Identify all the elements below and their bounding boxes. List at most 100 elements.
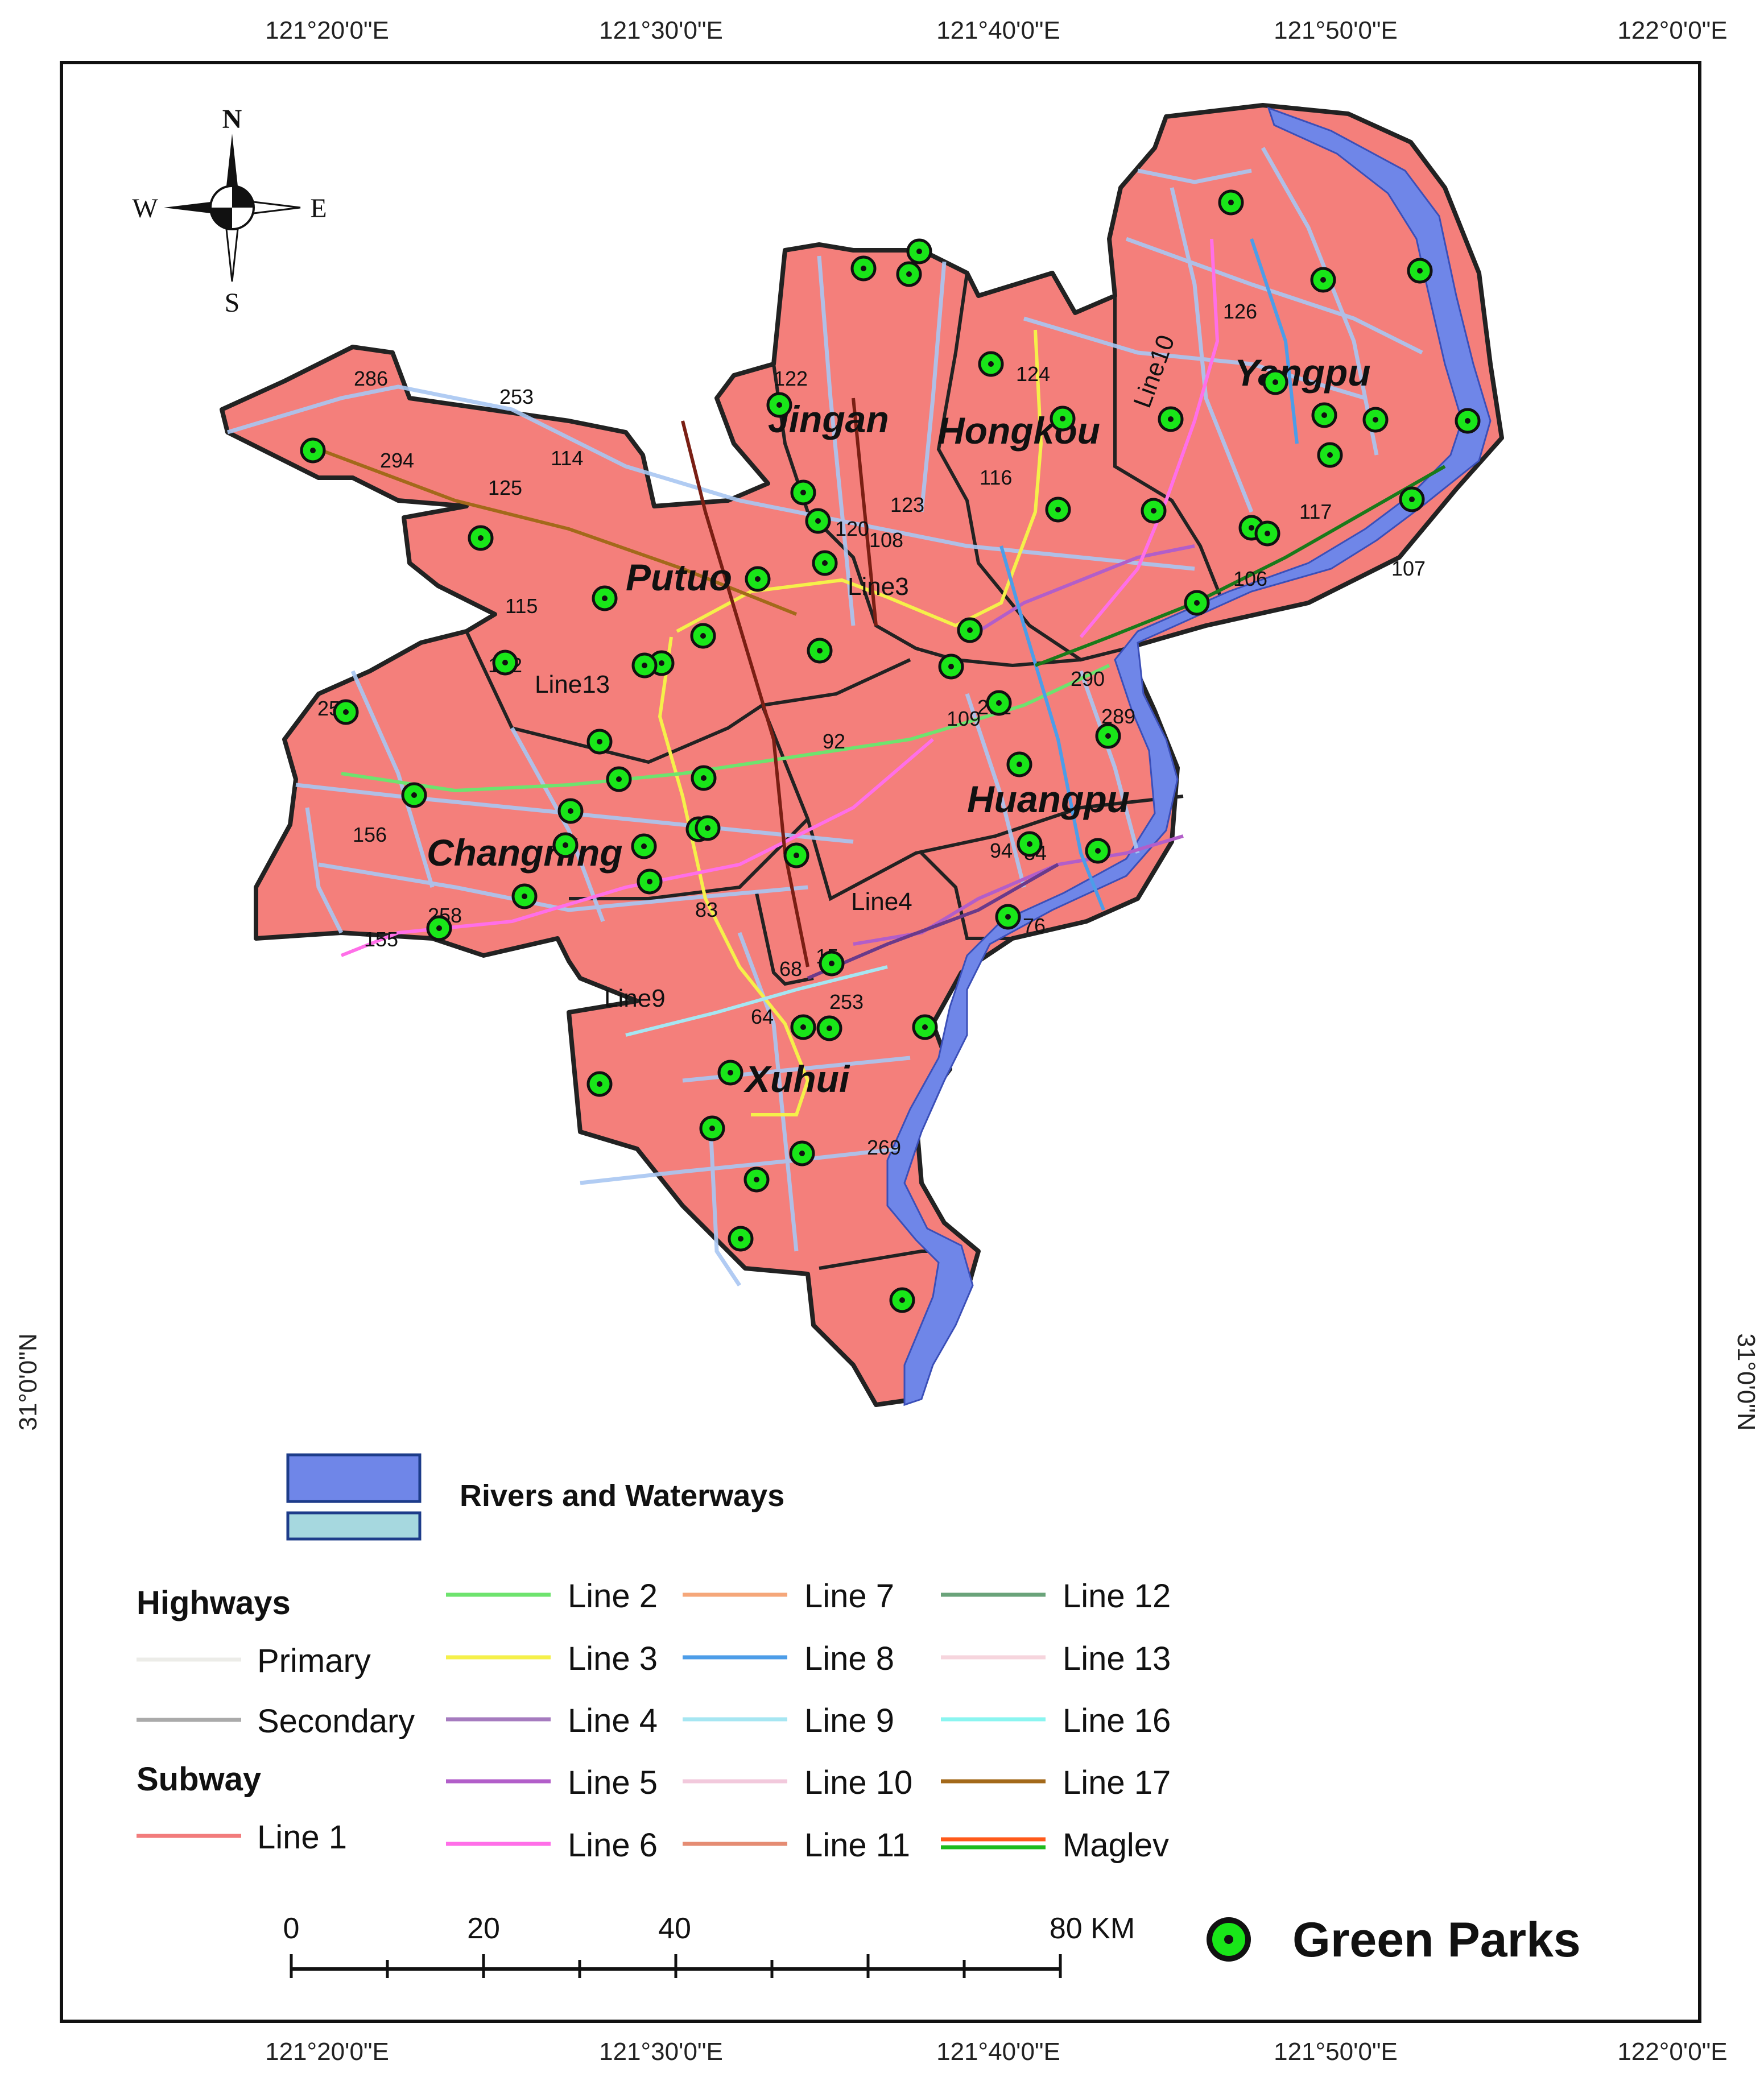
huangpu-river <box>886 106 1492 1406</box>
green-park-marker-dot <box>1027 841 1032 847</box>
green-park-marker-dot <box>522 893 527 899</box>
green-park-marker-dot <box>1060 416 1065 421</box>
green-park-marker-dot <box>899 1297 905 1303</box>
green-park-marker-dot <box>1265 531 1270 536</box>
legend-green-parks-label: Green Parks <box>1292 1913 1581 1967</box>
coord-left: 31°0'0"N <box>14 1333 42 1430</box>
green-park-marker-dot <box>709 1126 715 1131</box>
district-label-changning: Changning <box>427 831 623 874</box>
road-label: 269 <box>867 1136 901 1159</box>
road-label: 83 <box>695 898 718 921</box>
coord-bottom-5: 122°0'0"E <box>1617 2038 1727 2066</box>
green-park-marker-dot <box>948 664 954 669</box>
green-park-marker-dot <box>563 842 568 848</box>
road-label: 122 <box>774 367 808 390</box>
green-park-marker-dot <box>647 879 652 884</box>
coordinate-labels: 121°20'0"E 121°30'0"E 121°40'0"E 121°50'… <box>14 16 1760 2066</box>
green-park-marker-dot <box>1273 379 1278 385</box>
green-park-marker-dot <box>738 1236 743 1242</box>
line-label-line13: Line13 <box>535 671 610 698</box>
legend-rivers-label: Rivers and Waterways <box>460 1479 784 1513</box>
road-label: 290 <box>1071 667 1105 690</box>
legend-secondary-label: Secondary <box>257 1703 415 1740</box>
road-label: 120 <box>835 517 869 540</box>
legend-primary-label: Primary <box>257 1643 371 1679</box>
green-park-marker-dot <box>1417 268 1423 274</box>
legend-subway-title: Subway <box>137 1761 261 1798</box>
legend-line-label: Line 9 <box>804 1702 894 1739</box>
legend-line-label: Line 17 <box>1063 1764 1171 1801</box>
green-park-marker-dot <box>1151 508 1156 514</box>
compass-rose: N S E W <box>132 104 327 318</box>
green-park-marker-dot <box>641 843 647 849</box>
green-park-marker-dot <box>827 1025 832 1031</box>
legend-line-label: Line 4 <box>568 1702 658 1739</box>
green-park-marker-dot <box>906 271 912 277</box>
road-label: 92 <box>823 730 845 753</box>
district-labels: Jingan Hongkou Yangpu Putuo Changning Hu… <box>427 351 1371 1100</box>
green-park-marker-dot <box>1465 418 1470 424</box>
green-park-marker-dot <box>728 1070 733 1075</box>
green-park-marker-dot <box>343 709 349 715</box>
road-label: 126 <box>1223 300 1257 323</box>
line-label-line9: Line9 <box>604 984 666 1012</box>
legend-line-label: Line 10 <box>804 1764 912 1801</box>
green-park-marker-dot <box>829 961 835 966</box>
green-park-marker-dot <box>705 825 710 831</box>
coord-bottom-3: 121°40'0"E <box>936 2038 1060 2066</box>
legend-line-label: Line 8 <box>804 1640 894 1677</box>
green-park-marker-dot <box>1320 277 1326 283</box>
legend-highways: Highways Primary Secondary Subway Line 1 <box>137 1585 415 1856</box>
green-park-marker-dot <box>1105 733 1111 739</box>
road-label: 109 <box>947 707 981 730</box>
green-park-marker-dot <box>988 361 994 367</box>
green-park-marker-dot <box>310 448 316 453</box>
road-label: 155 <box>364 928 398 951</box>
green-park-marker-dot <box>1095 848 1101 854</box>
legend-line-label: Line 16 <box>1063 1702 1171 1739</box>
district-label-xuhui: Xuhui <box>743 1058 850 1100</box>
green-park-marker-dot <box>800 1024 806 1030</box>
road-label: 108 <box>869 528 903 552</box>
green-park-marker-dot <box>1228 200 1234 205</box>
road-label: 94 <box>990 839 1013 862</box>
legend-line-label: Line 11 <box>804 1827 910 1864</box>
legend-line-label: Line 3 <box>568 1640 658 1677</box>
green-park-marker-dot <box>922 1024 928 1030</box>
district-area <box>220 103 1504 1407</box>
scale-bar: 0 20 40 80 KM <box>283 1912 1135 1978</box>
green-park-marker-dot <box>1194 600 1200 606</box>
scale-label-80: 80 KM <box>1050 1912 1135 1945</box>
legend-line-label: Line 7 <box>804 1578 894 1615</box>
compass-north-label: N <box>222 104 242 134</box>
road-label: 294 <box>380 449 414 472</box>
green-park-marker-dot <box>1327 452 1333 458</box>
green-park-marker-dot <box>800 490 806 495</box>
green-park-marker-dot <box>616 776 622 782</box>
road-label: 68 <box>779 957 802 981</box>
green-park-marker-dot <box>597 739 602 744</box>
green-park-marker-dot <box>502 660 508 665</box>
road-label: 106 <box>1233 567 1267 590</box>
green-park-marker-dot <box>1005 914 1011 920</box>
legend-subway-lines: Line 2 Line 3 Line 4 Line 5 Line 6 Line 7 Line… <box>446 1578 1171 1864</box>
green-park-marker-dot <box>916 249 922 254</box>
road-label: 253 <box>499 385 534 408</box>
road-label: 117 <box>1299 500 1332 523</box>
legend-green-parks: Green Parks <box>1207 1913 1581 1967</box>
district-label-huangpu: Huangpu <box>967 778 1130 820</box>
green-park-marker-dot <box>817 648 823 653</box>
legend-line1-label: Line 1 <box>257 1819 347 1856</box>
district-label-yangpu: Yangpu <box>1234 351 1371 394</box>
road-label: 114 <box>551 446 583 470</box>
coord-top-4: 121°50'0"E <box>1274 16 1398 44</box>
green-park-marker-dot <box>597 1081 602 1087</box>
green-park-marker-dot <box>602 595 608 601</box>
legend-line-label: Line 6 <box>568 1827 658 1864</box>
green-parks-layer <box>300 189 1481 1313</box>
green-park-marker-dot <box>822 560 828 566</box>
district-label-hongkou: Hongkou <box>937 409 1100 452</box>
coord-bottom-1: 121°20'0"E <box>265 2038 389 2066</box>
road-label: 156 <box>353 823 387 846</box>
